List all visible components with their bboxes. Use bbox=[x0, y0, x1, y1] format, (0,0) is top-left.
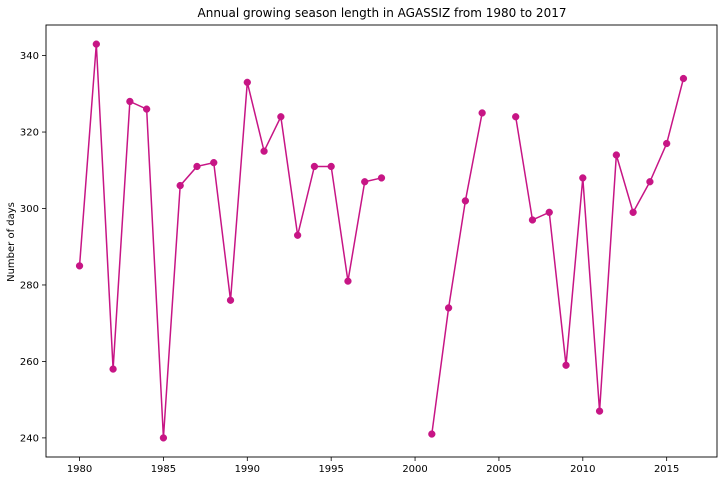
data-point bbox=[310, 162, 319, 171]
data-point bbox=[344, 277, 352, 285]
y-tick-label: 340 bbox=[20, 51, 39, 62]
x-tick-label: 1985 bbox=[151, 464, 176, 475]
x-tick-label: 2005 bbox=[486, 464, 511, 475]
data-point bbox=[277, 113, 285, 121]
data-point bbox=[159, 434, 168, 442]
data-point bbox=[193, 162, 201, 171]
data-point bbox=[377, 174, 386, 182]
plot-frame bbox=[45, 24, 718, 458]
data-point bbox=[679, 74, 688, 83]
y-tick-label: 320 bbox=[20, 128, 39, 139]
data-point bbox=[260, 147, 268, 155]
x-tick-label: 1990 bbox=[235, 464, 260, 475]
data-point bbox=[579, 174, 587, 182]
series-line bbox=[514, 78, 685, 412]
data-point bbox=[629, 208, 637, 216]
data-point bbox=[528, 216, 537, 224]
y-tick-label: 300 bbox=[20, 204, 39, 215]
data-point bbox=[595, 407, 604, 415]
data-point bbox=[428, 430, 436, 438]
x-tick-label: 2015 bbox=[654, 464, 679, 475]
x-tick-label: 2000 bbox=[402, 464, 427, 475]
data-point bbox=[327, 162, 335, 171]
chart-title: Annual growing season length in AGASSIZ … bbox=[198, 6, 567, 20]
data-point bbox=[293, 231, 302, 239]
data-point bbox=[226, 296, 235, 304]
data-point bbox=[126, 97, 134, 106]
data-point bbox=[562, 361, 570, 369]
data-point bbox=[75, 262, 84, 270]
data-point bbox=[361, 178, 369, 186]
data-point bbox=[461, 197, 470, 205]
data-point bbox=[444, 304, 453, 312]
y-tick-label: 260 bbox=[20, 357, 39, 368]
data-point bbox=[176, 181, 184, 190]
y-tick-label: 280 bbox=[20, 280, 39, 291]
data-point bbox=[612, 151, 620, 159]
data-point bbox=[646, 178, 654, 186]
series-line bbox=[78, 44, 382, 438]
plot-area: 1980 1985 1990 1995 2000 2005 2010 2015 240 260 28… bbox=[20, 24, 718, 475]
data-point bbox=[545, 208, 553, 216]
y-axis-label: Number of days bbox=[6, 202, 17, 282]
y-tick-label: 240 bbox=[20, 433, 39, 444]
data-point bbox=[663, 139, 671, 148]
data-point bbox=[243, 78, 251, 86]
x-tick-label: 1980 bbox=[67, 464, 92, 475]
x-tick-label: 2010 bbox=[570, 464, 595, 475]
series-line bbox=[431, 112, 483, 435]
x-tick-label: 1995 bbox=[318, 464, 343, 475]
data-point bbox=[109, 365, 117, 373]
data-point bbox=[92, 40, 100, 48]
data-point bbox=[210, 158, 218, 167]
data-point bbox=[478, 109, 486, 117]
data-point bbox=[512, 113, 520, 121]
data-point bbox=[143, 105, 151, 113]
